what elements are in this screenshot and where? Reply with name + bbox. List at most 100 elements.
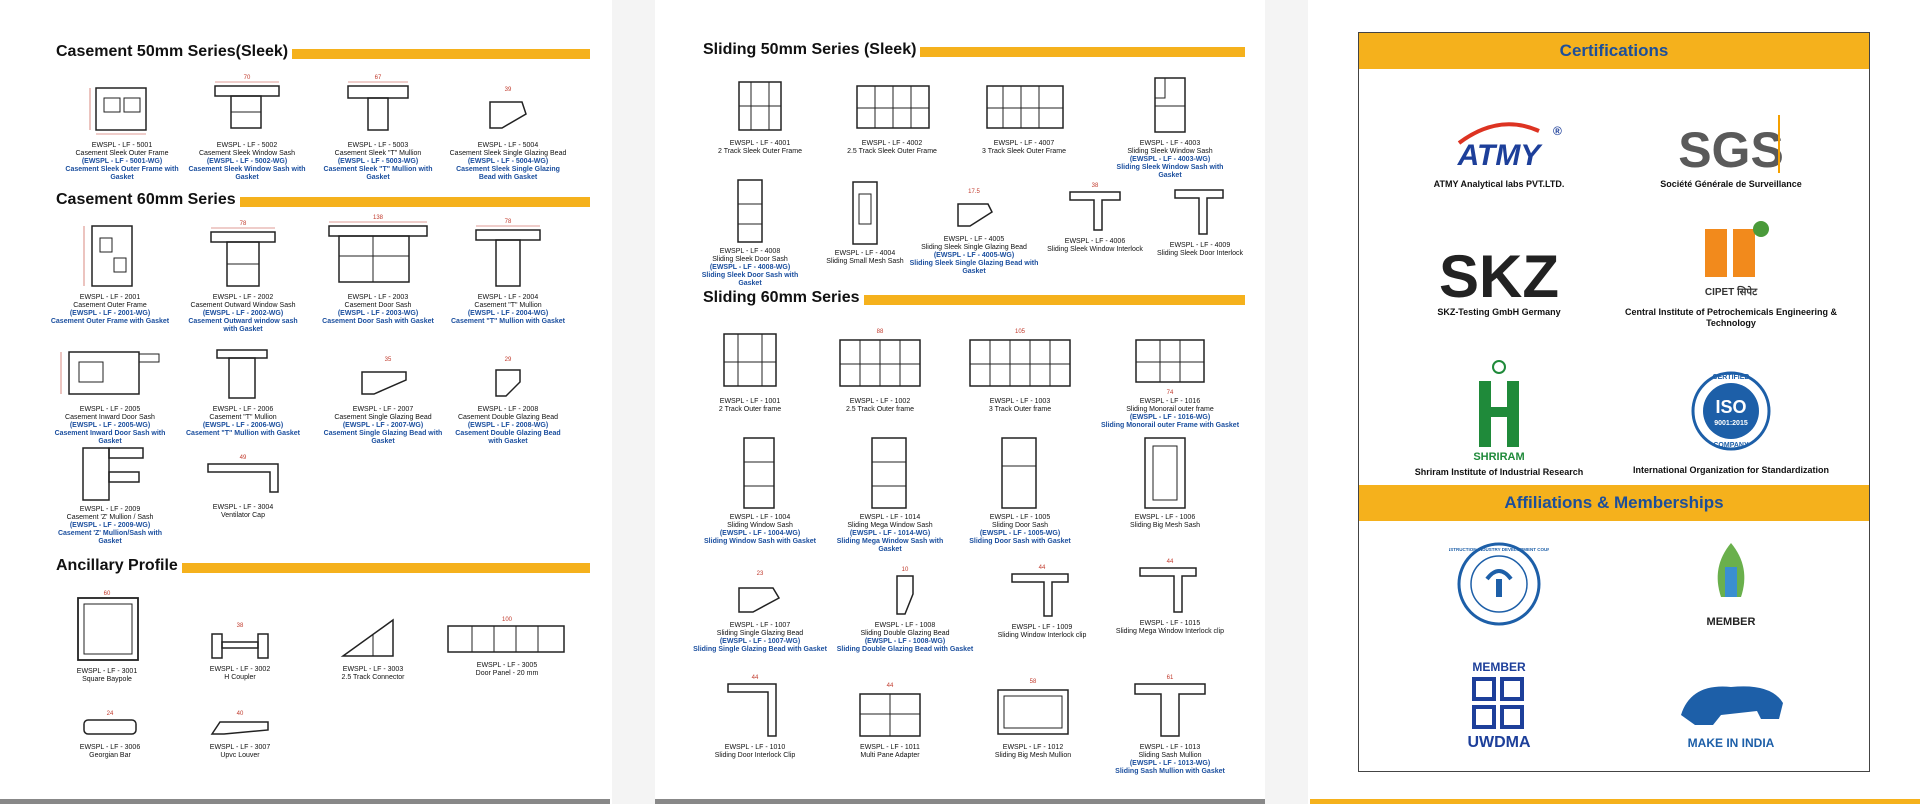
profile-item: 78 EWSPL - LF - 2004 Casement "T" Mullio… bbox=[448, 216, 568, 326]
svg-text:CERTIFIED: CERTIFIED bbox=[1713, 374, 1750, 381]
profile-item: EWSPL - LF - 1001 2 Track Outer frame bbox=[695, 326, 805, 414]
profile-drawing: 78 bbox=[210, 221, 276, 287]
section-title: Casement 50mm Series(Sleek) bbox=[56, 43, 289, 60]
profile-item: EWSPL - LF - 4009 Sliding Sleek Door Int… bbox=[1145, 178, 1255, 258]
cert-sgs: SGS Société Générale de Surveillance bbox=[1621, 95, 1841, 190]
svg-text:COMPANY: COMPANY bbox=[1713, 442, 1749, 449]
profile-item: 29 EWSPL - LF - 2008 Casement Double Gla… bbox=[448, 354, 568, 446]
section-rule bbox=[863, 294, 1245, 305]
svg-text:78: 78 bbox=[505, 219, 512, 225]
svg-text:44: 44 bbox=[887, 683, 894, 689]
profile-drawing: 61 bbox=[1134, 675, 1206, 737]
section-header-casement-60: Casement 60mm Series bbox=[56, 190, 590, 210]
cipet-logo: CIPET सिपेट bbox=[1621, 213, 1841, 303]
profile-drawing bbox=[340, 618, 394, 657]
profile-drawing: 58 bbox=[997, 679, 1069, 735]
profile-drawing: 138 bbox=[328, 215, 428, 283]
cert-atmy: ATMY ® ATMY Analytical labs PVT.LTD. bbox=[1389, 95, 1609, 190]
profile-item: EWSPL - LF - 5001 Casement Sleek Outer F… bbox=[62, 80, 182, 182]
profile-item: 17.5 EWSPL - LF - 4005 Sliding Sleek Sin… bbox=[909, 186, 1039, 276]
section-rule bbox=[181, 562, 590, 573]
section-header-sliding-60: Sliding 60mm Series bbox=[703, 288, 1245, 308]
certification-box: Certifications ATMY ® ATMY Analytical la… bbox=[1358, 32, 1870, 772]
section-title: Casement 60mm Series bbox=[56, 191, 236, 208]
svg-text:38: 38 bbox=[237, 623, 244, 629]
atmy-logo: ATMY ® bbox=[1389, 95, 1609, 175]
panel-casement-ancillary: Casement 50mm Series(Sleek) EWSPL - LF -… bbox=[0, 0, 612, 804]
svg-text:CONSTRUCTION INDUSTRY DEVELOPM: CONSTRUCTION INDUSTRY DEVELOPMENT COUNCI… bbox=[1449, 547, 1549, 552]
profile-drawing bbox=[856, 85, 930, 129]
cert-cipet: CIPET सिपेट Central Institute of Petroch… bbox=[1621, 213, 1841, 329]
footer-rule bbox=[0, 799, 610, 804]
svg-text:MEMBER: MEMBER bbox=[1472, 660, 1526, 674]
profile-drawing bbox=[216, 349, 268, 399]
svg-text:88: 88 bbox=[877, 329, 884, 335]
profile-drawing: 44 bbox=[727, 675, 777, 737]
svg-text:105: 105 bbox=[1015, 329, 1026, 335]
profile-item: 23 EWSPL - LF - 1007 Sliding Single Glaz… bbox=[685, 568, 835, 654]
make-in-india-logo: MAKE IN INDIA bbox=[1621, 663, 1841, 753]
profile-item: EWSPL - LF - 4002 2.5 Track Sleek Outer … bbox=[837, 72, 947, 156]
profile-item: EWSPL - LF - 2005 Casement Inward Door S… bbox=[44, 340, 176, 446]
svg-text:9001:2015: 9001:2015 bbox=[1714, 420, 1748, 427]
profile-drawing bbox=[743, 437, 775, 509]
svg-text:138: 138 bbox=[373, 215, 384, 221]
profile-item: 10 EWSPL - LF - 1008 Sliding Double Glaz… bbox=[830, 564, 980, 654]
profile-drawing: 67 bbox=[347, 75, 409, 131]
svg-text:70: 70 bbox=[244, 75, 251, 81]
page-gap-1 bbox=[612, 0, 655, 804]
svg-text:24: 24 bbox=[107, 711, 114, 717]
svg-text:58: 58 bbox=[1030, 679, 1037, 685]
svg-text:35: 35 bbox=[385, 357, 392, 363]
profile-drawing: 35 bbox=[361, 357, 407, 395]
sgs-logo: SGS bbox=[1621, 95, 1841, 175]
affiliation-uwdma: MEMBER UWDMA bbox=[1389, 657, 1609, 757]
profile-item: 44 EWSPL - LF - 1010 Sliding Door Interl… bbox=[695, 672, 815, 760]
profile-item: 61 EWSPL - LF - 1013 Sliding Sash Mullio… bbox=[1095, 672, 1245, 776]
cidc-logo: CONSTRUCTION INDUSTRY DEVELOPMENT COUNCI… bbox=[1389, 539, 1609, 629]
profile-drawing: 44 bbox=[1139, 559, 1197, 613]
section-header-ancillary: Ancillary Profile bbox=[56, 556, 590, 576]
profile-drawing: 38 bbox=[1069, 183, 1121, 231]
profile-drawing bbox=[82, 447, 144, 501]
svg-text:23: 23 bbox=[757, 571, 764, 577]
profile-drawing: 49 bbox=[207, 455, 279, 493]
profile-item: 100 EWSPL - LF - 3005 Door Panel - 20 mm bbox=[442, 614, 572, 678]
profile-item: 74 EWSPL - LF - 1016 Sliding Monorail ou… bbox=[1095, 326, 1245, 430]
certifications-header: Certifications bbox=[1359, 33, 1869, 69]
cert-iso: CERTIFIED COMPANY ISO 9001:2015 Internat… bbox=[1621, 355, 1841, 476]
svg-text:®: ® bbox=[1553, 124, 1562, 138]
profile-item: EWSPL - LF - 4008 Sliding Sleek Door Sas… bbox=[695, 174, 805, 288]
section-header-sliding-50: Sliding 50mm Series (Sleek) bbox=[703, 40, 1245, 60]
profile-drawing: 38 bbox=[211, 623, 269, 659]
svg-text:61: 61 bbox=[1167, 675, 1174, 681]
footer-rule bbox=[655, 799, 1265, 804]
profile-item: 44 EWSPL - LF - 1009 Sliding Window Inte… bbox=[977, 562, 1107, 640]
skz-logo: SKZ bbox=[1389, 223, 1609, 303]
profile-item: 67 EWSPL - LF - 5003 Casement Sleek "T" … bbox=[318, 72, 438, 182]
profile-item: EWSPL - LF - 2001 Casement Outer Frame (… bbox=[50, 218, 170, 326]
svg-text:40: 40 bbox=[237, 711, 244, 717]
svg-text:SHRIRAM: SHRIRAM bbox=[1473, 451, 1524, 463]
section-title: Sliding 60mm Series bbox=[703, 289, 860, 306]
cert-skz: SKZ SKZ-Testing GmbH Germany bbox=[1389, 223, 1609, 318]
page-gap-2 bbox=[1265, 0, 1308, 804]
profile-drawing bbox=[871, 437, 907, 509]
svg-text:MEMBER: MEMBER bbox=[1707, 616, 1756, 628]
section-rule bbox=[239, 196, 590, 207]
profile-drawing: 88 bbox=[839, 329, 921, 387]
profile-item: 70 EWSPL - LF - 5002 Casement Sleek Wind… bbox=[187, 72, 307, 182]
igbc-logo: MEMBER bbox=[1621, 537, 1841, 633]
affiliation-cidc: CONSTRUCTION INDUSTRY DEVELOPMENT COUNCI… bbox=[1389, 539, 1609, 633]
profile-drawing: 40 bbox=[210, 711, 269, 735]
profile-drawing bbox=[723, 333, 777, 387]
svg-text:44: 44 bbox=[1167, 559, 1174, 565]
profile-item: 40 EWSPL - LF - 3007 Upvc Louver bbox=[185, 708, 295, 760]
profile-drawing: 44 bbox=[859, 683, 921, 737]
profile-item: EWSPL - LF - 4003 Sliding Sleek Window S… bbox=[1105, 70, 1235, 180]
profile-item: EWSPL - LF - 1014 Sliding Mega Window Sa… bbox=[825, 432, 955, 554]
profile-drawing bbox=[83, 225, 133, 287]
affiliations-header: Affiliations & Memberships bbox=[1359, 485, 1869, 521]
svg-text:44: 44 bbox=[1039, 565, 1046, 571]
